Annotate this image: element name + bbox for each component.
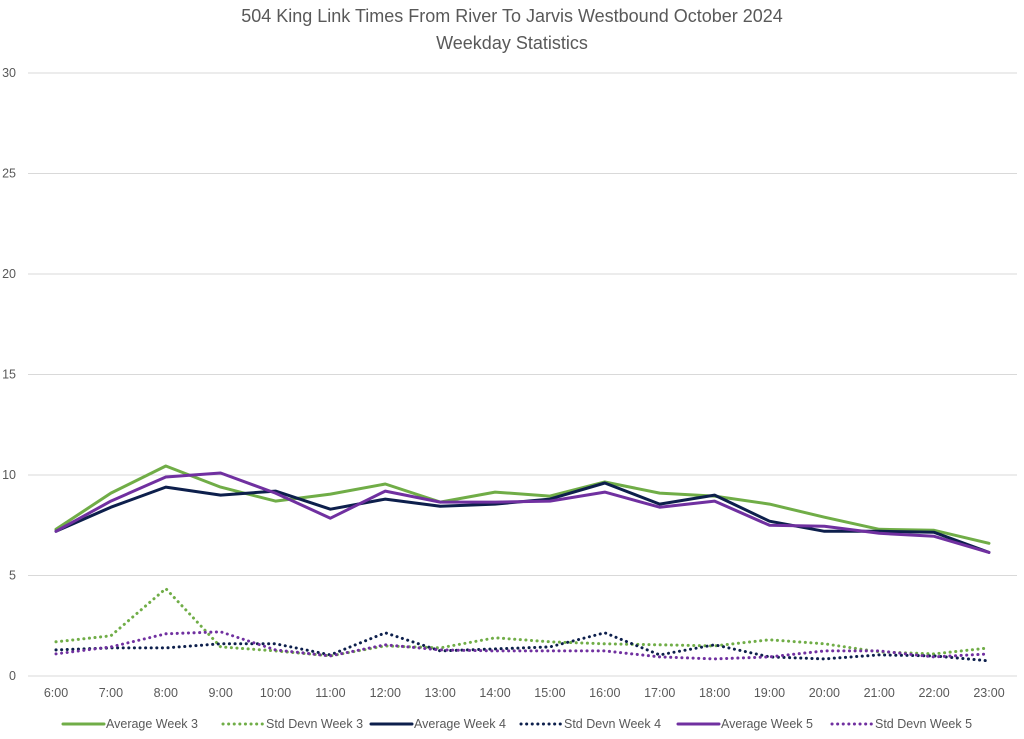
series-line-std-devn-week-4 (54, 631, 991, 663)
legend-label: Average Week 5 (721, 717, 813, 731)
x-tick-label: 21:00 (864, 686, 895, 700)
x-tick-label: 19:00 (754, 686, 785, 700)
x-tick-label: 11:00 (315, 686, 345, 700)
y-tick-label: 10 (2, 468, 16, 482)
y-tick-label: 15 (2, 368, 16, 382)
chart-title-line-2: Weekday Statistics (436, 33, 588, 53)
legend: Average Week 3 Std Devn Week 3 Average Wee… (61, 717, 972, 731)
x-tick-label: 22:00 (918, 686, 949, 700)
series-line-std-devn-week-3 (54, 587, 991, 658)
legend-label: Std Devn Week 4 (564, 717, 661, 731)
legend-item: Average Week 5 (676, 717, 813, 731)
y-tick-label: 20 (2, 267, 16, 281)
series-line-average-week-5 (54, 471, 991, 554)
x-tick-label: 9:00 (208, 686, 232, 700)
x-tick-label: 16:00 (589, 686, 620, 700)
series-lines (54, 464, 991, 663)
y-tick-label: 0 (9, 669, 16, 683)
x-tick-label: 15:00 (534, 686, 565, 700)
chart-title-line-1: 504 King Link Times From River To Jarvis… (241, 6, 783, 26)
legend-label: Std Devn Week 3 (266, 717, 363, 731)
x-tick-label: 17:00 (644, 686, 675, 700)
legend-label: Average Week 4 (414, 717, 506, 731)
x-tick-label: 18:00 (699, 686, 730, 700)
x-tick-label: 8:00 (154, 686, 178, 700)
series-line-std-devn-week-5 (54, 630, 991, 661)
legend-item: Average Week 3 (61, 717, 198, 731)
y-tick-label: 25 (2, 167, 16, 181)
legend-label: Std Devn Week 5 (875, 717, 972, 731)
x-tick-label: 13:00 (425, 686, 456, 700)
y-tick-label: 30 (2, 66, 16, 80)
chart-title: 504 King Link Times From River To Jarvis… (241, 6, 783, 53)
legend-item: Std Devn Week 3 (221, 717, 363, 731)
gridlines (28, 72, 1017, 677)
legend-item: Std Devn Week 5 (830, 717, 972, 731)
legend-label: Average Week 3 (106, 717, 198, 731)
x-tick-label: 14:00 (479, 686, 510, 700)
x-tick-label: 7:00 (99, 686, 123, 700)
x-tick-label: 20:00 (809, 686, 840, 700)
x-tick-label: 23:00 (973, 686, 1004, 700)
x-axis-tick-labels: 6:00 7:00 8:00 9:00 10:00 11:00 12:00 13:00 14:0… (44, 686, 1005, 700)
series-line-average-week-3 (54, 464, 991, 545)
x-tick-label: 6:00 (44, 686, 68, 700)
legend-item: Std Devn Week 4 (519, 717, 661, 731)
y-tick-label: 5 (9, 569, 16, 583)
x-tick-label: 10:00 (260, 686, 291, 700)
y-axis-tick-labels: 0 5 10 15 20 25 30 (2, 66, 16, 683)
legend-item: Average Week 4 (369, 717, 506, 731)
x-tick-label: 12:00 (370, 686, 401, 700)
